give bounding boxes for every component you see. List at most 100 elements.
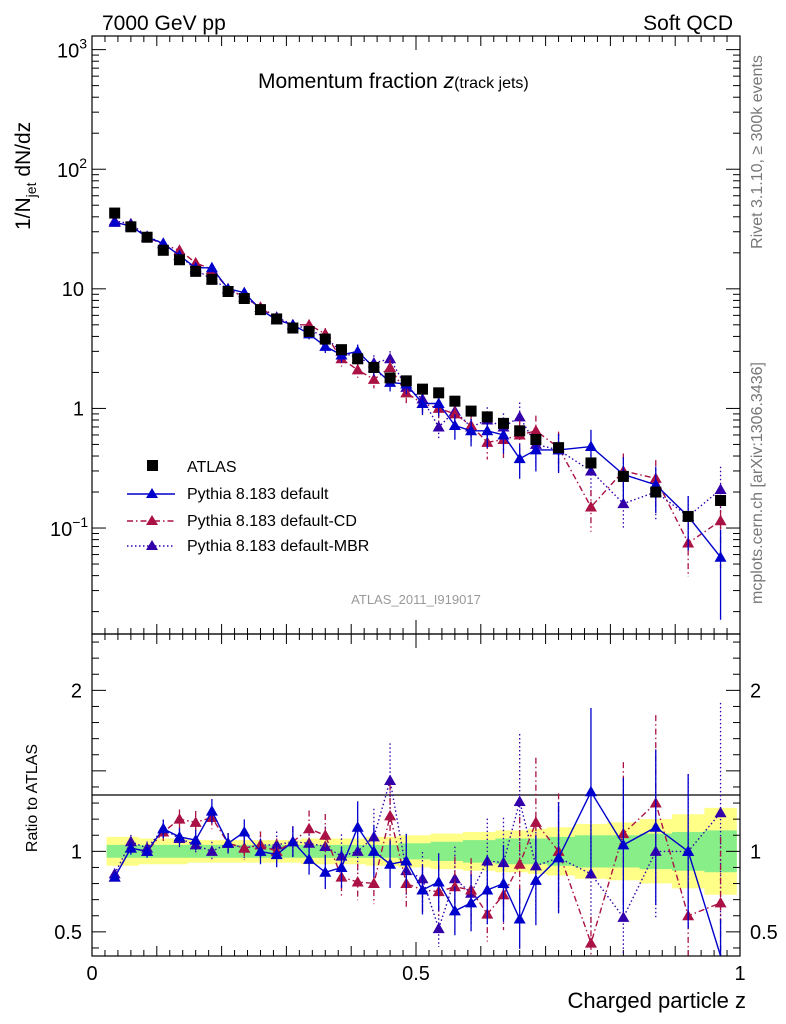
data-point-marker: [481, 424, 494, 436]
data-point-marker: [352, 353, 364, 365]
ratio-point-marker: [432, 922, 445, 934]
ratio-point-marker: [108, 871, 121, 882]
ratio-frame: [91, 633, 741, 957]
data-point-marker: [303, 325, 315, 337]
legend-marker-default: [146, 488, 158, 498]
data-point-marker: [553, 442, 565, 454]
ratio-point-marker: [400, 855, 413, 866]
legend: ATLAS Pythia 8.183 default Pythia 8.183 …: [127, 459, 369, 555]
data-point-marker: [254, 304, 266, 316]
ratio-tick-layer: 0.5 0.51 12 20 0.5 1: [54, 634, 778, 985]
ratio-point-marker: [584, 785, 597, 797]
mcplots-reference-label: mcplots.cern.ch [arXiv:1306.3436]: [749, 362, 766, 604]
ratio-point-marker: [189, 816, 202, 827]
ratio-y-tick-label-right: 1: [750, 841, 761, 863]
ratio-point-marker: [303, 853, 316, 864]
legend-label-cd: Pythia 8.183 default-CD: [187, 513, 357, 530]
ratio-y-axis-label: Ratio to ATLAS: [24, 744, 41, 852]
ratio-point-marker: [448, 904, 461, 916]
data-point-marker: [682, 510, 694, 522]
data-point-marker: [190, 265, 202, 277]
data-point-marker: [367, 373, 380, 384]
legend-label-mbr: Pythia 8.183 default-MBR: [187, 538, 369, 555]
data-point-marker: [514, 425, 526, 437]
header-beam-label: 7000 GeV pp: [102, 12, 226, 35]
ratio-series-layer: [108, 702, 727, 957]
ratio-point-marker: [141, 845, 154, 856]
ratio-point-marker: [529, 874, 542, 885]
x-tick-label: 0: [86, 963, 97, 985]
ratio-y-tick-label-left: 1: [71, 841, 82, 863]
ratio-point-marker: [124, 835, 137, 847]
ratio-point-marker: [617, 911, 630, 922]
ratio-y-tick-label-right: 0.5: [750, 922, 778, 944]
data-point-marker: [108, 216, 121, 227]
data-point-marker: [714, 514, 727, 526]
data-point-marker: [448, 419, 461, 430]
ratio-point-marker: [714, 896, 727, 908]
data-point-marker: [287, 322, 299, 334]
data-point-marker: [529, 424, 542, 436]
ratio-point-marker: [384, 858, 397, 869]
ratio-point-marker: [351, 875, 364, 887]
main-series-layer: [108, 207, 727, 620]
ratio-band-inner: [106, 830, 737, 873]
data-point-marker: [530, 433, 542, 445]
data-point-marker: [206, 273, 218, 285]
data-point-marker: [125, 221, 137, 233]
data-point-marker: [351, 345, 364, 356]
data-point-marker: [715, 494, 727, 506]
data-point-marker: [497, 417, 509, 429]
ratio-point-marker: [254, 845, 267, 856]
analysis-id-watermark: ATLAS_2011_I919017: [351, 592, 481, 607]
ratio-point-marker: [157, 822, 170, 834]
data-point-marker: [319, 333, 331, 345]
data-point-marker: [513, 410, 526, 422]
x-tick-label: 1: [734, 963, 745, 985]
ratio-point-marker: [173, 830, 186, 842]
data-point-marker: [173, 254, 185, 266]
data-point-marker: [617, 497, 630, 509]
data-point-marker: [481, 411, 493, 423]
main-y-tick-label: 10: [62, 279, 84, 301]
legend-marker-atlas: [147, 460, 158, 471]
ratio-point-marker: [552, 851, 565, 863]
main-y-tick-label: 103: [57, 36, 87, 63]
data-point-marker: [497, 428, 510, 440]
ratio-point-marker: [205, 805, 218, 816]
ratio-panel: 0.5 0.51 12 20 0.5 1 Ratio to ATLAS Charged p…: [24, 633, 778, 1013]
data-point-marker: [529, 443, 542, 455]
main-title-subscript: (track jets): [454, 75, 529, 92]
ratio-point-marker: [513, 795, 526, 806]
data-point-marker: [714, 483, 727, 494]
series-line: [114, 220, 722, 518]
data-point-marker: [384, 361, 397, 372]
ratio-point-marker: [584, 937, 597, 948]
ratio-point-marker: [465, 896, 478, 908]
ratio-point-marker: [351, 821, 364, 832]
data-point-marker: [271, 313, 283, 325]
header-process-label: Soft QCD: [643, 12, 733, 35]
ratio-y-tick-label-right: 2: [750, 680, 761, 702]
data-point-marker: [319, 340, 332, 351]
main-title: Momentum fraction z(track jets): [258, 70, 529, 93]
data-point-marker: [141, 231, 153, 243]
ratio-point-marker: [205, 845, 218, 856]
data-point-marker: [335, 344, 347, 356]
ratio-point-marker: [319, 866, 332, 877]
ratio-point-marker: [124, 842, 137, 853]
data-point-marker: [465, 424, 478, 436]
ratio-point-marker: [649, 821, 662, 832]
ratio-point-marker: [416, 883, 429, 895]
ratio-point-marker: [222, 837, 235, 848]
ratio-point-marker: [432, 875, 445, 887]
data-point-marker: [351, 363, 364, 375]
ratio-point-marker: [303, 822, 316, 834]
ratio-point-marker: [238, 826, 251, 837]
ratio-series-default: [108, 707, 722, 957]
data-point-marker: [384, 352, 397, 364]
ratio-uncertainty-band: [106, 807, 737, 895]
ratio-point-marker: [714, 806, 727, 818]
